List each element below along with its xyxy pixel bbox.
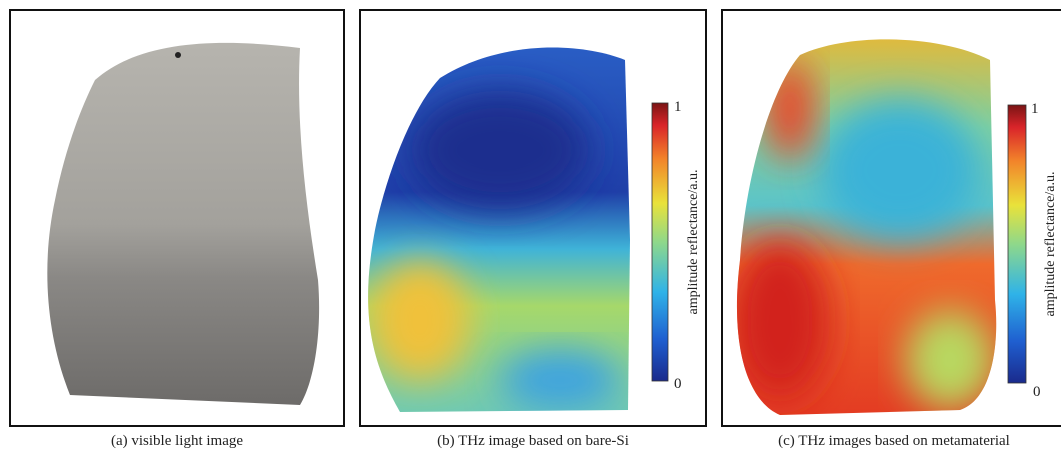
caption: (a) visible light image — [111, 433, 243, 449]
thz-region — [370, 260, 470, 380]
colorbar-max: 1 — [1031, 101, 1039, 117]
caption: (b) THz image based on bare-Si — [437, 433, 629, 449]
colorbar-label: amplitude reflectance/a.u. — [1043, 172, 1058, 317]
colorbar-min: 0 — [674, 376, 682, 392]
thz-region — [410, 90, 590, 210]
colorbar — [1007, 104, 1027, 384]
thz-image — [736, 39, 997, 415]
thz-region — [736, 240, 830, 400]
thz-region — [500, 350, 620, 410]
colorbar-label: amplitude reflectance/a.u. — [686, 170, 701, 315]
thz-region — [820, 100, 980, 240]
colorbar — [651, 102, 669, 382]
caption: (c) THz images based on metamaterial — [778, 433, 1010, 449]
colorbar-max: 1 — [674, 99, 682, 115]
colorbar-min: 0 — [1033, 384, 1041, 400]
visible-image — [47, 42, 320, 406]
thz-region — [905, 310, 995, 410]
spot — [175, 52, 181, 58]
